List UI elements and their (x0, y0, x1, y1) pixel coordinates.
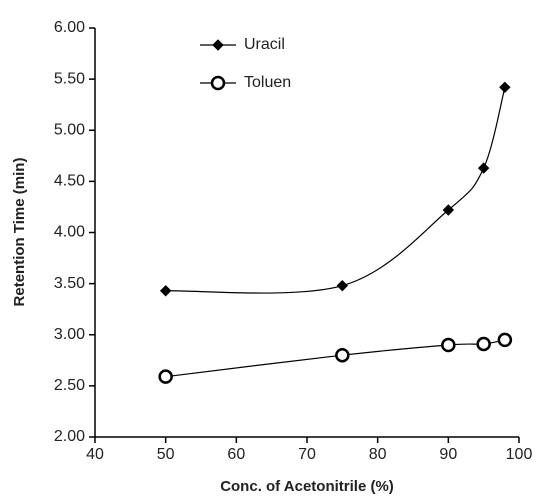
y-axis-title: Retention Time (min) (11, 158, 28, 307)
y-tick-label: 6.00 (54, 19, 85, 36)
y-tick-label: 4.50 (54, 173, 85, 190)
marker (476, 336, 491, 352)
x-tick-label: 50 (157, 446, 175, 463)
y-tick-label: 2.50 (54, 377, 85, 394)
y-tick-label: 3.00 (54, 326, 85, 343)
y-tick-label: 5.00 (54, 121, 85, 138)
x-tick-label: 90 (439, 446, 457, 463)
legend-label: Uracil (244, 36, 285, 53)
y-tick-label: 4.00 (54, 224, 85, 241)
marker (158, 369, 173, 384)
marker (442, 204, 455, 216)
marker (336, 279, 349, 292)
marker (497, 332, 513, 348)
x-tick-label: 80 (369, 446, 387, 463)
x-axis-title: Conc. of Acetonitrile (%) (220, 478, 394, 495)
marker (477, 162, 490, 174)
legend-marker (210, 75, 226, 91)
x-tick-label: 70 (298, 446, 316, 463)
legend-marker (212, 39, 224, 51)
marker (159, 285, 172, 297)
legend-label: Toluen (244, 74, 291, 91)
x-tick-label: 60 (227, 446, 245, 463)
y-tick-label: 2.00 (54, 428, 85, 445)
marker (441, 337, 456, 353)
marker (335, 347, 350, 363)
x-tick-label: 100 (506, 446, 533, 463)
y-tick-label: 5.50 (54, 70, 85, 87)
marker (499, 81, 511, 94)
line (165, 87, 506, 294)
y-tick-label: 3.50 (54, 275, 85, 292)
x-tick-label: 40 (86, 446, 104, 463)
